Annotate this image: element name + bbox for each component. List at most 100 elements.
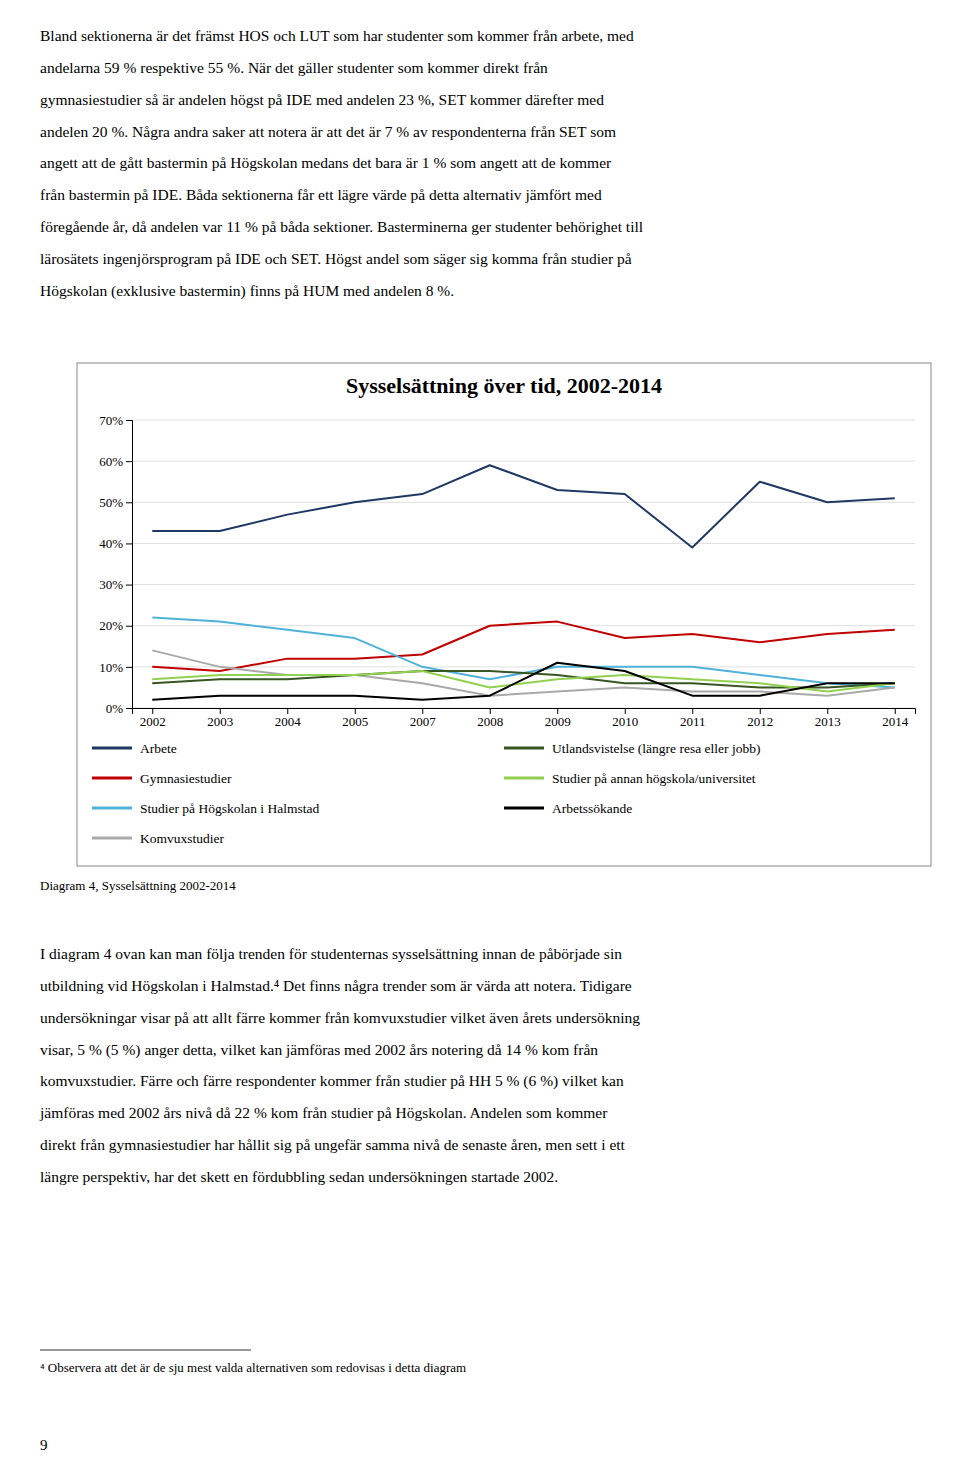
intro-line: från bastermin på IDE. Båda sektionerna … (40, 186, 602, 203)
series-line (152, 671, 895, 692)
y-tick-label: 20% (99, 618, 123, 633)
x-axis: 2002 2003 2004 2005 2007 2008 2009 2010 2011 2012… (133, 708, 916, 729)
y-tick-mark (126, 543, 132, 544)
legend-label: Studier på annan högskola/universitet (552, 771, 756, 786)
x-tick: 2009 (545, 708, 571, 729)
legend-swatch (92, 747, 132, 750)
series-line (152, 622, 895, 671)
x-tick: 2014 (882, 708, 909, 729)
x-tick-mark (557, 708, 558, 714)
y-axis-line (126, 421, 133, 709)
y-tick-label: 0% (106, 701, 124, 716)
x-tick-label: 2013 (815, 714, 841, 729)
page: Bland sektionerna är det främst HOS och … (0, 0, 960, 1480)
x-tick: 2003 (207, 708, 233, 729)
intro-line: gymnasiestudier så är andelen högst på I… (40, 91, 604, 108)
x-tick: 2010 (612, 708, 638, 729)
x-tick-label: 2011 (680, 714, 706, 729)
x-tick: 2013 (815, 708, 841, 729)
y-tick: 0% (106, 701, 132, 716)
lines (152, 465, 895, 700)
series-line (152, 663, 895, 700)
legend-swatch (504, 777, 544, 780)
y-tick: 30% (99, 577, 132, 592)
chart: Sysselsättning över tid, 2002-2014 0% 10% 2… (77, 363, 931, 866)
legend-label: Arbetssökande (552, 801, 632, 816)
legend-label: Gymnasiestudier (140, 771, 232, 786)
footnote: ⁴ Observera att det är de sju mest valda… (40, 1360, 466, 1375)
chart-title: Sysselsättning över tid, 2002-2014 (346, 373, 662, 398)
x-tick-mark (152, 708, 153, 714)
series-line (152, 650, 895, 695)
intro-line: andelen 20 %. Några andra saker att note… (40, 123, 616, 140)
legend-swatch (92, 807, 132, 810)
grid-line (132, 543, 915, 544)
legend-item: Arbetssökande (504, 801, 632, 816)
legend-label: Arbete (140, 741, 177, 756)
x-tick-mark (827, 708, 828, 714)
legend-item: Studier på annan högskola/universitet (504, 771, 756, 786)
x-tick: 2012 (747, 708, 773, 729)
y-tick: 10% (99, 660, 132, 675)
legend-label: Komvuxstudier (140, 831, 224, 846)
body-line: jämföras med 2002 års nivå då 22 % kom f… (39, 1104, 608, 1121)
y-tick-mark (126, 461, 132, 462)
y-tick-label: 50% (99, 495, 123, 510)
intro-line: föregående år, då andelen var 11 % på bå… (40, 218, 643, 235)
y-tick: 50% (99, 495, 132, 510)
x-tick-label: 2012 (747, 714, 773, 729)
x-tick-label: 2003 (207, 714, 233, 729)
y-tick-mark (126, 420, 132, 421)
body-text: I diagram 4 ovan kan man följa trenden f… (39, 945, 640, 1185)
legend-item: Komvuxstudier (92, 831, 224, 846)
x-tick-mark (220, 708, 221, 714)
x-tick-label: 2008 (477, 714, 503, 729)
x-tick-label: 2002 (140, 714, 166, 729)
body-line: undersökningar visar på att allt färre k… (40, 1009, 640, 1026)
x-tick-label: 2009 (545, 714, 571, 729)
y-tick-mark (126, 502, 132, 503)
y-tick-label: 40% (99, 536, 123, 551)
y-tick: 40% (99, 536, 132, 551)
body-line: direkt från gymnasiestudier har hållit s… (40, 1136, 626, 1153)
x-tick-label: 2004 (275, 714, 302, 729)
y-tick-label: 70% (99, 413, 123, 428)
intro-line: lärosätets ingenjörsprogram på IDE och S… (40, 250, 632, 267)
intro-line: andelarna 59 % respektive 55 %. När det … (40, 59, 548, 76)
body-line: längre perspektiv, har det skett en förd… (40, 1168, 558, 1185)
chart-frame (77, 363, 931, 866)
y-tick-mark (126, 667, 132, 668)
grid-line (132, 461, 915, 462)
y-tick-label: 10% (99, 660, 123, 675)
intro-line: Bland sektionerna är det främst HOS och … (40, 27, 634, 44)
legend-item: Gymnasiestudier (92, 771, 232, 786)
x-tick-label: 2007 (410, 714, 437, 729)
legend-label: Studier på Högskolan i Halmstad (140, 801, 319, 816)
x-tick-mark (625, 708, 626, 714)
x-tick-label: 2005 (342, 714, 368, 729)
y-axis: 0% 10% 20% 30% 40% 50% 60% 70% (99, 413, 132, 716)
x-tick: 2007 (410, 708, 437, 729)
x-tick: 2008 (477, 708, 503, 729)
y-tick-mark (126, 585, 132, 586)
intro-text: Bland sektionerna är det främst HOS och … (40, 27, 643, 299)
x-tick: 2005 (342, 708, 368, 729)
footnote-rule (40, 1350, 251, 1351)
x-tick-mark (490, 708, 491, 714)
legend-swatch (92, 777, 132, 780)
page-number: 9 (40, 1437, 48, 1453)
y-tick-mark (126, 708, 132, 709)
legend-swatch (504, 747, 544, 750)
legend-swatch (504, 807, 544, 810)
y-tick-label: 60% (99, 454, 123, 469)
caption: Diagram 4, Sysselsättning 2002-2014 (40, 878, 236, 893)
x-tick-mark (760, 708, 761, 714)
x-axis-line (133, 709, 916, 715)
x-tick-mark (692, 708, 693, 714)
legend-item: Studier på Högskolan i Halmstad (92, 801, 319, 816)
grid (132, 420, 915, 708)
series-line (152, 465, 895, 547)
legend-item: Arbete (92, 741, 177, 756)
intro-line: angett att de gått bastermin på Högskola… (40, 154, 612, 171)
legend-swatch (92, 837, 132, 840)
